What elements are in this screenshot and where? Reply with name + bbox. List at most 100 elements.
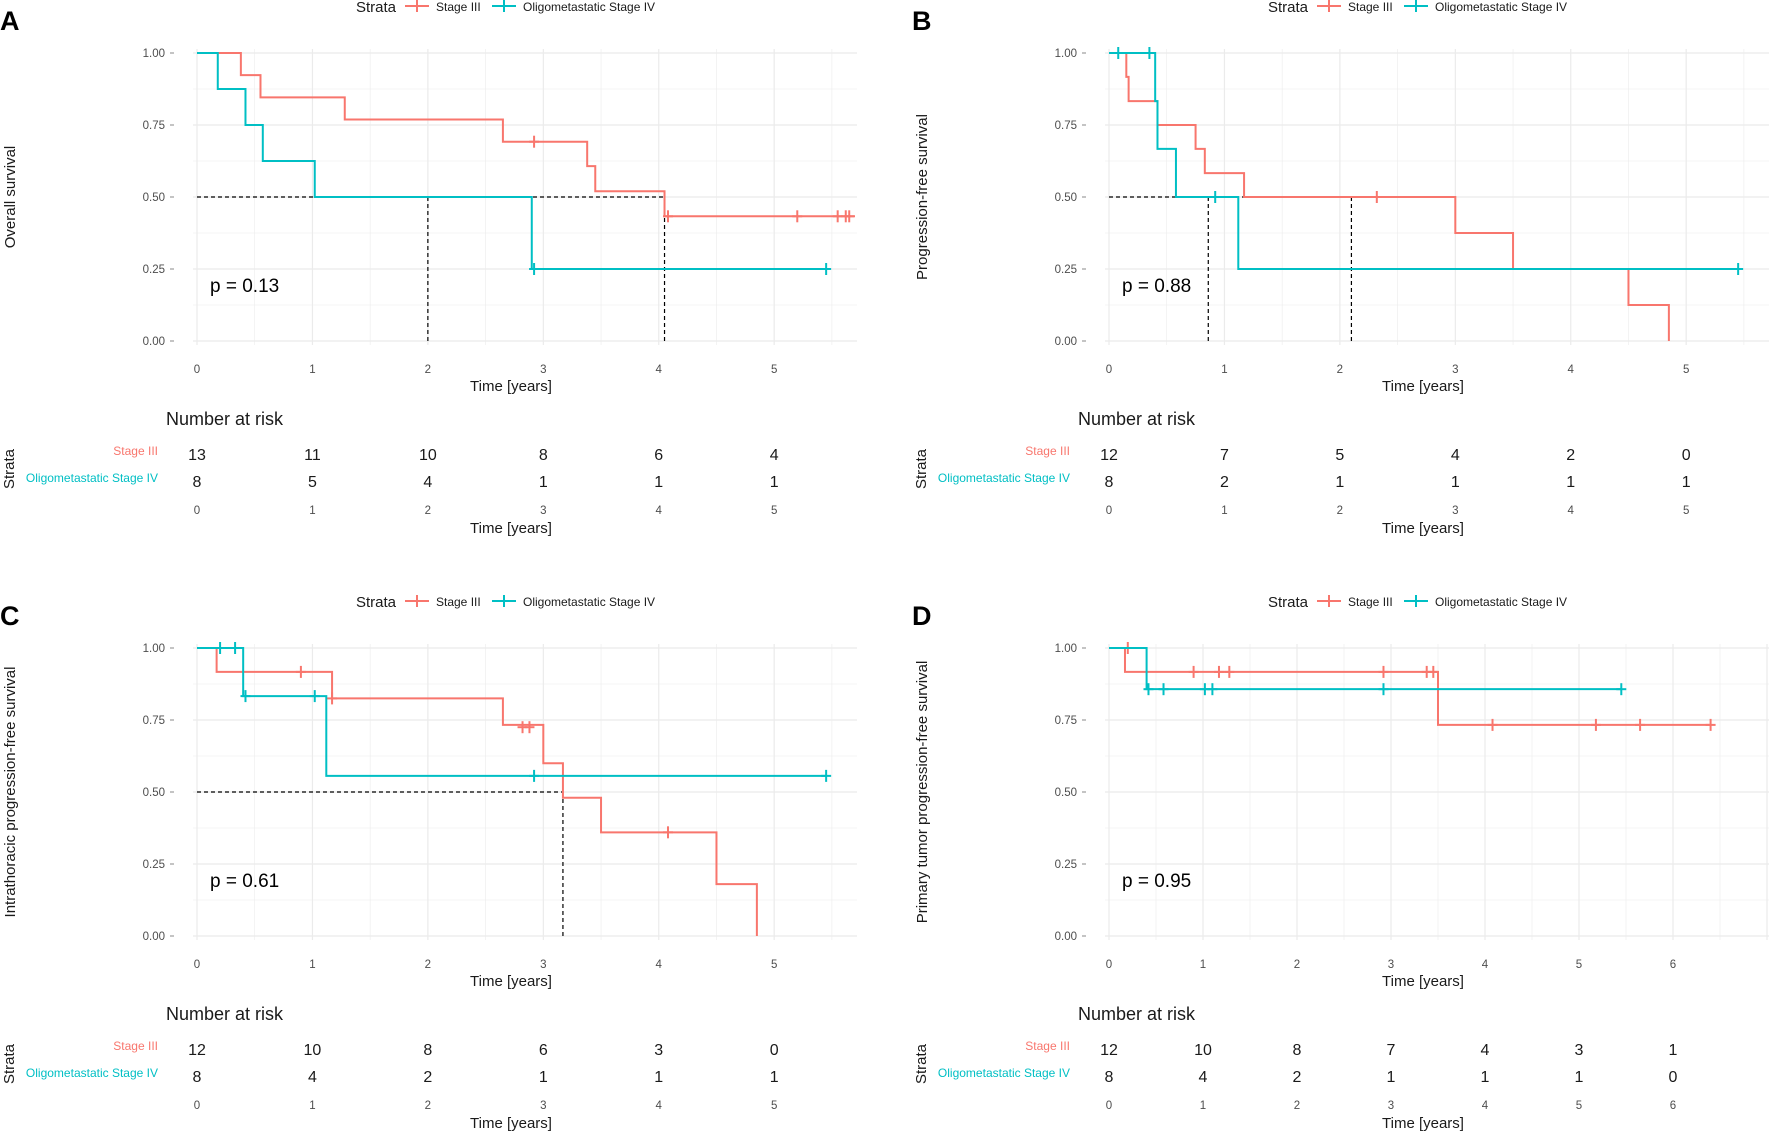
risk-count: 8 [423, 1042, 432, 1059]
y-tick-label: 0.50 [143, 787, 165, 799]
risk-count: 7 [1387, 1042, 1396, 1059]
km-series [197, 52, 832, 275]
legend-label: Oligometastatic Stage IV [523, 595, 655, 609]
legend: Strata Stage III Oligometastatic Stage IV [1268, 0, 1567, 16]
censor-mark [1207, 683, 1218, 696]
risk-x-tick-label: 1 [1200, 1100, 1206, 1112]
y-tick-label: 0.00 [143, 336, 165, 348]
risk-row-label: Oligometastatic Stage IV [938, 471, 1070, 485]
risk-x-axis-title: Time [years] [470, 1115, 552, 1132]
risk-count: 1 [654, 1069, 663, 1086]
risk-x-tick-label: 2 [425, 505, 431, 517]
x-axis-title: Time [years] [470, 378, 552, 395]
p-value: p = 0.95 [1122, 871, 1191, 892]
x-tick-label: 1 [1200, 959, 1206, 971]
legend-label: Oligometastatic Stage IV [1435, 0, 1567, 14]
censor-mark [295, 665, 306, 678]
risk-strata-label: Strata [1, 1043, 18, 1084]
risk-strata-label: Strata [913, 1043, 930, 1084]
legend: Strata Stage III Oligometastatic Stage IV [356, 594, 655, 611]
risk-count: 12 [1100, 447, 1118, 464]
censor-mark [1113, 47, 1124, 59]
censor-mark [215, 642, 226, 654]
risk-x-axis-title: Time [years] [470, 520, 552, 537]
km-curve-line [1109, 647, 1622, 691]
x-tick-label: 3 [540, 364, 546, 376]
censor-mark [1371, 191, 1382, 203]
censor-mark [662, 826, 673, 839]
risk-x-tick-label: 5 [1683, 505, 1689, 517]
risk-count: 1 [1335, 474, 1344, 491]
risk-count: 1 [1387, 1069, 1396, 1086]
risk-x-tick-label: 4 [656, 1100, 663, 1112]
km-curve-line [197, 647, 758, 936]
risk-table-title: Number at risk [1078, 409, 1196, 429]
risk-strata-label: Strata [1, 448, 18, 489]
x-tick-label: 5 [771, 364, 777, 376]
p-value: p = 0.13 [210, 276, 279, 297]
y-tick-label: 0.25 [143, 264, 165, 276]
km-curve-line [197, 52, 827, 270]
x-tick-label: 0 [194, 959, 200, 971]
legend-label: Stage III [1348, 595, 1393, 609]
risk-count: 2 [1566, 447, 1575, 464]
risk-x-tick-label: 0 [194, 1100, 200, 1112]
km-curve-line [197, 647, 827, 777]
risk-x-tick-label: 5 [1576, 1100, 1582, 1112]
y-tick-label: 0.50 [1055, 787, 1077, 799]
risk-x-tick-label: 0 [1106, 1100, 1112, 1112]
x-axis-title: Time [years] [470, 973, 552, 990]
risk-count: 0 [1682, 447, 1691, 464]
risk-count: 8 [1293, 1042, 1302, 1059]
censor-mark [1378, 683, 1389, 696]
panel-c: C Strata Stage III Oligometastatic Stage IV… [0, 594, 857, 1132]
km-series [1109, 647, 1627, 696]
legend-title: Strata [356, 0, 397, 16]
risk-count: 7 [1220, 447, 1229, 464]
censor-mark [529, 769, 540, 782]
risk-count: 1 [539, 474, 548, 491]
risk-count: 4 [1481, 1042, 1490, 1059]
risk-x-tick-label: 4 [1568, 505, 1575, 517]
risk-x-tick-label: 4 [656, 505, 663, 517]
legend-title: Strata [1268, 594, 1309, 611]
risk-count: 10 [419, 447, 437, 464]
risk-x-tick-label: 2 [425, 1100, 431, 1112]
censor-mark [844, 210, 855, 223]
risk-count: 2 [1293, 1069, 1302, 1086]
panel-letter: A [0, 6, 20, 36]
risk-count: 8 [1105, 1069, 1114, 1086]
legend-label: Stage III [436, 595, 481, 609]
risk-x-tick-label: 1 [1221, 505, 1227, 517]
censor-mark [821, 769, 832, 782]
x-tick-label: 1 [1221, 364, 1227, 376]
legend-label: Oligometastatic Stage IV [1435, 595, 1567, 609]
x-tick-label: 5 [1576, 959, 1582, 971]
risk-count: 4 [308, 1069, 317, 1086]
risk-x-tick-label: 3 [540, 505, 546, 517]
risk-x-tick-label: 0 [1106, 505, 1112, 517]
risk-x-axis-title: Time [years] [1382, 520, 1464, 537]
y-tick-label: 0.50 [1055, 192, 1077, 204]
risk-count: 4 [1199, 1069, 1208, 1086]
risk-table-title: Number at risk [166, 409, 284, 429]
x-tick-label: 0 [1106, 364, 1112, 376]
risk-count: 1 [1451, 474, 1460, 491]
p-value: p = 0.88 [1122, 276, 1191, 297]
x-tick-label: 1 [309, 959, 315, 971]
y-axis-title: Progression-free survival [914, 114, 931, 280]
km-series [1109, 47, 1744, 275]
x-tick-label: 2 [1337, 364, 1343, 376]
x-tick-label: 4 [656, 364, 663, 376]
p-value: p = 0.61 [210, 871, 279, 892]
legend-label: Stage III [1348, 0, 1393, 14]
risk-count: 5 [308, 474, 317, 491]
censor-mark [1705, 718, 1716, 731]
risk-count: 8 [539, 447, 548, 464]
censor-mark [1733, 263, 1744, 275]
x-tick-label: 6 [1670, 959, 1676, 971]
censor-mark [1590, 718, 1601, 731]
